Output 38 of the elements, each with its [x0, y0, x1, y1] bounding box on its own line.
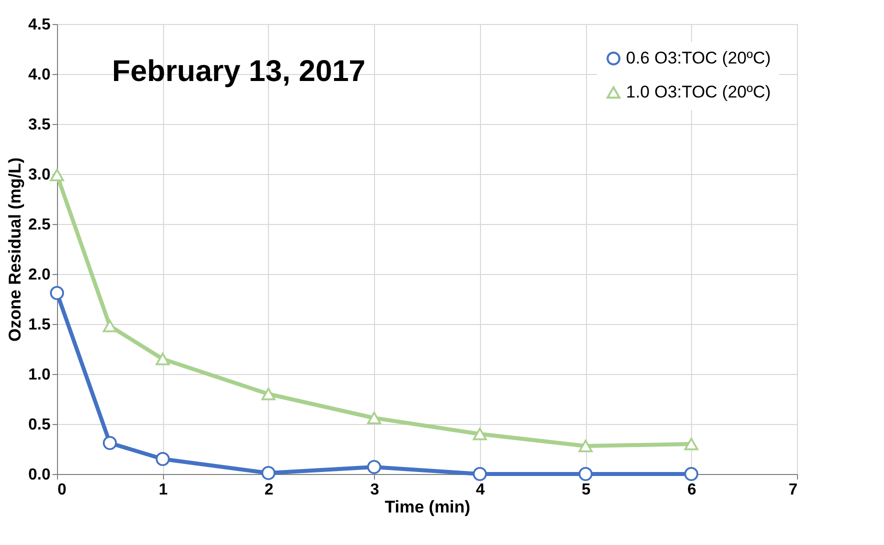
point [367, 460, 382, 474]
y-tick-label: 4.5 [28, 16, 51, 34]
point [684, 466, 698, 482]
y-tick-label: 0.5 [28, 416, 51, 434]
y-tick-label: 1.5 [28, 316, 51, 334]
y-axis-title: Ozone Residual (mg/L) [5, 157, 24, 342]
annotation: February 13, 2017 [112, 55, 366, 88]
point [156, 452, 170, 466]
x-tick-label: 5 [582, 482, 591, 498]
x-tick-label: 3 [370, 482, 380, 498]
x-tick-label: 0 [58, 482, 66, 498]
point [472, 428, 487, 440]
point [367, 412, 382, 424]
point [102, 436, 117, 450]
point [156, 352, 170, 366]
y-tick-label: 2.0 [28, 266, 51, 284]
point [102, 320, 117, 332]
y-tick-label: 1.0 [28, 366, 51, 384]
point [578, 440, 593, 452]
point [684, 438, 698, 450]
legend-label: 1.0 O3:TOC (20ºC) [626, 82, 771, 102]
y-tick-label: 0.0 [28, 466, 51, 484]
point [50, 286, 64, 300]
y-tick-label: 4.0 [28, 66, 51, 84]
point [261, 388, 276, 400]
point [578, 466, 593, 482]
x-tick-label: 2 [264, 482, 274, 498]
x-tick-label: 7 [788, 482, 798, 498]
y-tick-label: 3.5 [28, 116, 51, 134]
point [261, 466, 276, 480]
y-tick-label: 2.5 [28, 216, 51, 234]
legend-label: 0.6 O3:TOC (20ºC) [626, 48, 771, 68]
x-axis-title: Time (min) [384, 498, 470, 516]
y-tick-label: 3.0 [28, 166, 51, 184]
x-tick-label: 6 [687, 482, 696, 498]
x-tick-label: 1 [158, 482, 168, 498]
point [472, 466, 487, 482]
x-tick-label: 4 [476, 482, 485, 498]
